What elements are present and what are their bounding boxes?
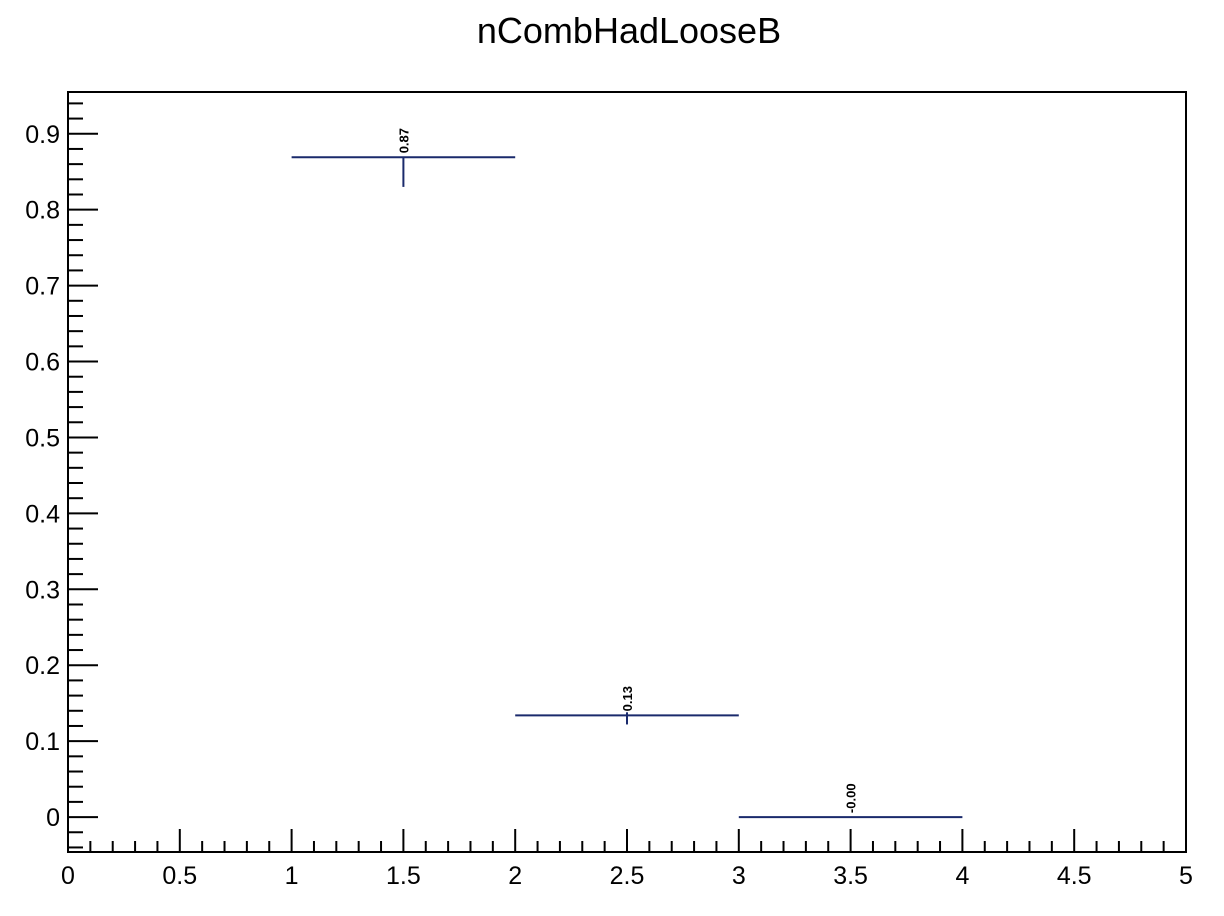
y-tick-label: 0.6 (25, 349, 60, 377)
histogram-bin: 0.87 (291, 128, 516, 187)
x-tick-label: 2 (508, 862, 522, 890)
x-tick-label: 0.5 (162, 862, 197, 890)
y-tick-label: 0.2 (25, 652, 60, 680)
x-tick-label: 4 (955, 862, 969, 890)
x-tick-label: 2.5 (610, 862, 645, 890)
y-tick-label: 0.8 (25, 197, 60, 225)
y-tick-label: 0 (46, 804, 60, 832)
bin-data-label: -0.00 (844, 783, 859, 813)
x-tick-label: 1.5 (386, 862, 421, 890)
x-tick-label: 3 (732, 862, 746, 890)
x-tick-label: 3.5 (833, 862, 868, 890)
y-tick-label: 0.1 (25, 728, 60, 756)
x-tick-label: 1 (285, 862, 299, 890)
y-tick-label: 0.5 (25, 424, 60, 452)
x-tick-label: 0 (61, 862, 75, 890)
bin-data-label: 0.87 (396, 128, 411, 153)
histogram-bin: 0.13 (515, 686, 739, 725)
y-tick-label: 0.9 (25, 121, 60, 149)
y-axis: 0 0.1 0.2 0.3 0.4 0.5 0.6 0.7 0.8 0.9 (25, 102, 98, 849)
bin-data-label: 0.13 (620, 686, 635, 711)
x-tick-label: 4.5 (1057, 862, 1092, 890)
plot-frame (67, 91, 1187, 853)
chart-title: nCombHadLooseB (477, 10, 781, 51)
y-tick-label: 0.3 (25, 576, 60, 604)
x-axis: 0 0.5 1 1.5 2 2.5 3 3.5 4 4.5 5 (61, 829, 1193, 890)
histogram-bin: -0.00 (738, 783, 963, 819)
y-tick-label: 0.4 (25, 500, 60, 528)
histogram-bins: 0.87 0.13 -0.00 (291, 128, 963, 819)
x-tick-label: 5 (1179, 862, 1193, 890)
y-tick-label: 0.7 (25, 273, 60, 301)
